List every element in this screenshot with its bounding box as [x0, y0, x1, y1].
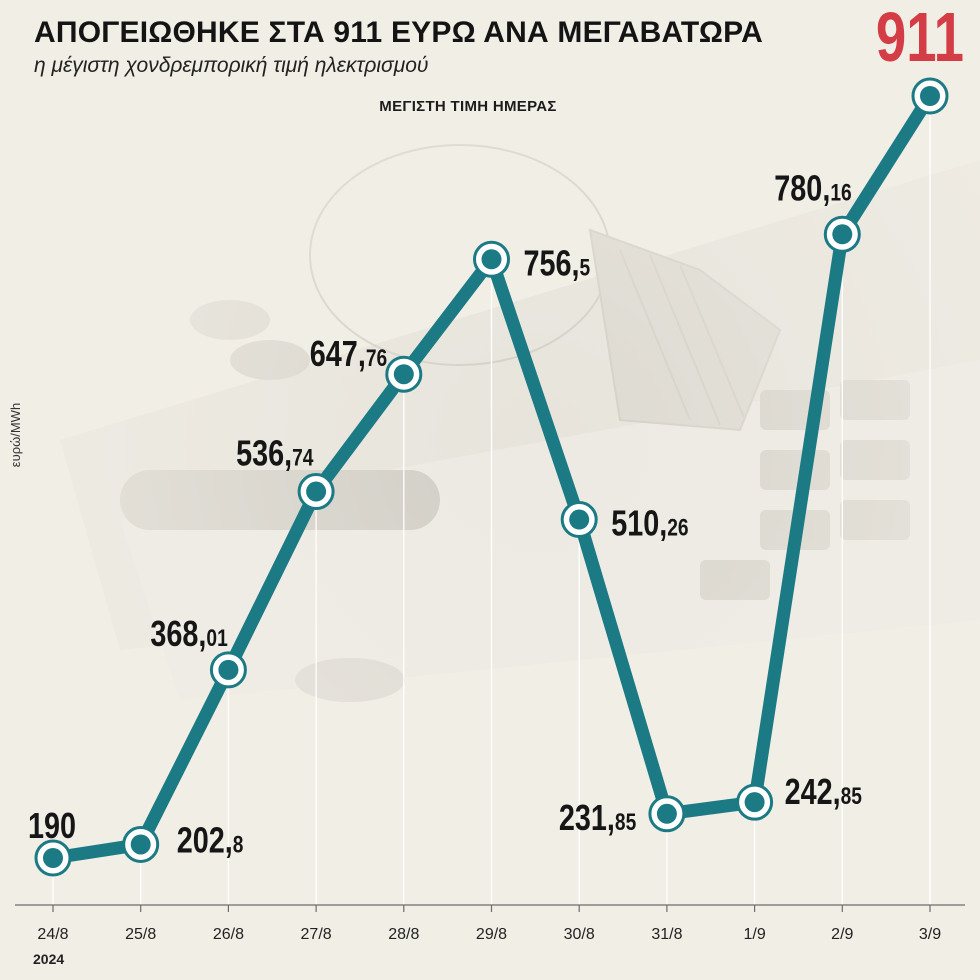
data-point-dot	[569, 509, 590, 530]
max-value-badge: 911	[875, 0, 964, 76]
data-label-integer: 780,	[774, 167, 830, 208]
x-tick-label: 2/9	[831, 926, 853, 943]
data-label: 242,85	[785, 771, 862, 812]
data-label-decimal: 16	[830, 178, 851, 206]
data-point-dot	[656, 803, 677, 824]
data-label-integer: 756,	[524, 242, 580, 283]
data-label: 190	[28, 805, 76, 846]
data-label: 231,85	[559, 797, 636, 838]
data-label: 780,16	[774, 167, 851, 208]
data-point-dot	[130, 834, 151, 855]
data-label: 756,5	[524, 242, 591, 283]
data-label: 202,8	[177, 819, 244, 860]
data-point-dot	[832, 224, 853, 245]
data-point-dot	[744, 792, 765, 813]
data-label: 647,76	[310, 333, 387, 374]
data-point-dot	[393, 364, 414, 385]
x-tick-label: 1/9	[743, 926, 765, 943]
data-label: 510,26	[611, 502, 688, 543]
data-label-integer: 190	[28, 805, 76, 846]
data-label-integer: 510,	[611, 502, 667, 543]
data-label-decimal: 8	[233, 830, 244, 858]
data-label-decimal: 74	[292, 443, 313, 471]
chart-subtitle: η μέγιστη χονδρεμπορική τιμή ηλεκτρισμού	[34, 54, 429, 77]
data-label-decimal: 5	[580, 253, 591, 281]
data-label-integer: 536,	[236, 432, 292, 473]
x-tick-label: 31/8	[651, 926, 682, 943]
data-label-integer: 202,	[177, 819, 233, 860]
data-point-dot	[920, 86, 940, 106]
data-label-decimal: 85	[615, 808, 636, 836]
data-point-dot	[481, 249, 502, 270]
data-label-integer: 242,	[785, 771, 841, 812]
series-label: ΜΕΓΙΣΤΗ ΤΙΜΗ ΗΜΕΡΑΣ	[379, 98, 557, 115]
data-point-dot	[218, 659, 239, 680]
chart-title: ΑΠΟΓΕΙΩΘΗΚΕ ΣΤΑ 911 ΕΥΡΩ ΑΝΑ ΜΕΓΑΒΑΤΩΡΑ	[34, 16, 763, 49]
x-tick-label: 25/8	[125, 926, 156, 943]
x-tick-label: 29/8	[476, 926, 507, 943]
x-axis-year-label: 2024	[33, 951, 65, 967]
data-label-integer: 647,	[310, 333, 366, 374]
x-tick-label: 24/8	[37, 926, 68, 943]
data-point-dot	[43, 848, 63, 868]
data-label: 536,74	[236, 432, 313, 473]
x-tick-label: 30/8	[564, 926, 595, 943]
data-label-decimal: 85	[841, 782, 862, 810]
data-label-integer: 231,	[559, 797, 615, 838]
data-label-decimal: 01	[206, 624, 227, 652]
x-tick-label: 28/8	[388, 926, 419, 943]
data-label: 368,01	[150, 613, 227, 654]
x-tick-label: 26/8	[213, 926, 244, 943]
data-label-decimal: 26	[667, 513, 688, 541]
data-point-dot	[306, 481, 327, 502]
x-tick-label: 27/8	[301, 926, 332, 943]
data-label-decimal: 76	[366, 344, 387, 372]
x-tick-label: 3/9	[919, 926, 941, 943]
data-label-integer: 368,	[150, 613, 206, 654]
